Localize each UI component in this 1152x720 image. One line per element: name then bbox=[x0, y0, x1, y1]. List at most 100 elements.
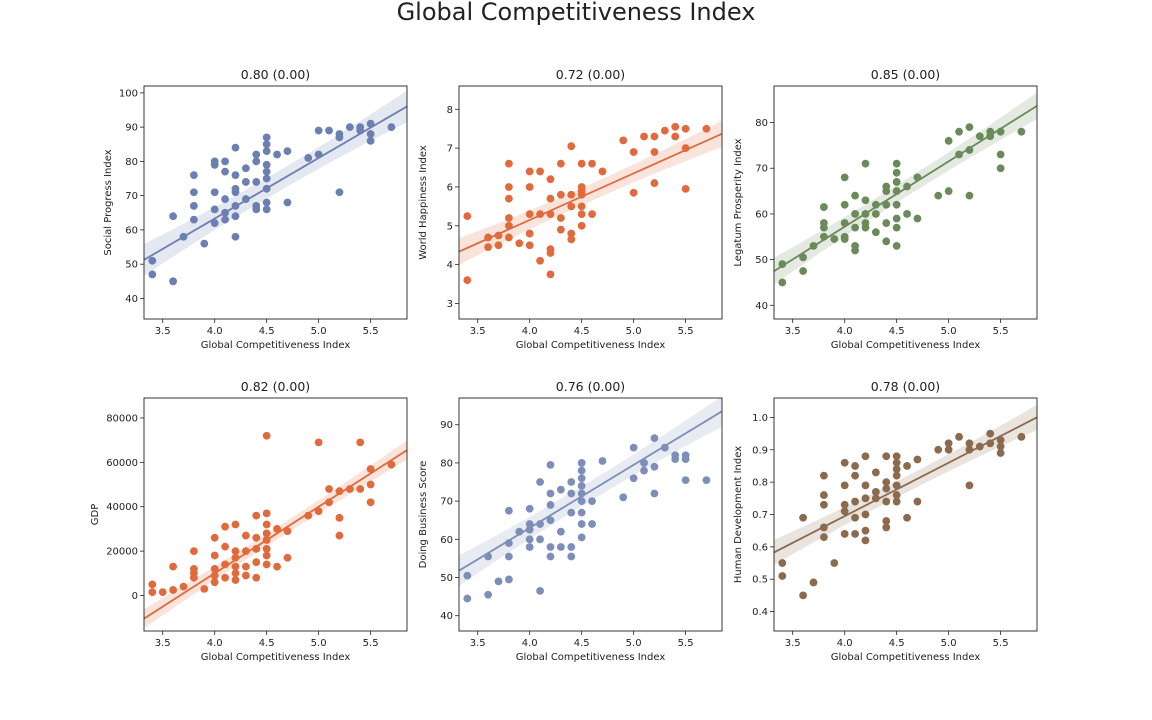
data-point bbox=[851, 471, 859, 480]
data-point bbox=[851, 497, 859, 506]
data-point bbox=[892, 452, 901, 461]
data-point bbox=[345, 123, 354, 132]
data-point bbox=[671, 455, 680, 464]
data-point bbox=[903, 210, 911, 218]
data-point bbox=[536, 478, 544, 486]
y-axis-label: GDP bbox=[90, 504, 101, 525]
data-point bbox=[525, 535, 534, 544]
data-point bbox=[366, 465, 375, 473]
data-point bbox=[650, 489, 659, 498]
plot-area bbox=[774, 92, 1037, 287]
data-point bbox=[221, 542, 229, 551]
data-point bbox=[494, 231, 503, 240]
x-tick-label: 5.5 bbox=[678, 326, 694, 337]
data-point bbox=[840, 481, 849, 490]
data-point bbox=[241, 547, 250, 556]
data-point bbox=[304, 511, 313, 520]
confidence-band bbox=[459, 398, 722, 587]
data-point bbox=[996, 150, 1005, 159]
data-point bbox=[892, 223, 901, 232]
data-point bbox=[241, 164, 250, 173]
y-tick-label: 60000 bbox=[106, 458, 138, 469]
data-point bbox=[525, 525, 534, 534]
data-point bbox=[504, 552, 513, 561]
data-point bbox=[262, 133, 271, 142]
data-point bbox=[882, 452, 891, 461]
data-point bbox=[892, 200, 901, 209]
y-tick-label: 90 bbox=[440, 420, 453, 431]
data-point bbox=[650, 179, 659, 187]
data-point bbox=[504, 506, 513, 515]
data-point bbox=[840, 219, 849, 227]
y-tick-label: 70 bbox=[125, 191, 138, 202]
data-point bbox=[851, 246, 859, 255]
data-point bbox=[892, 481, 901, 490]
data-point bbox=[882, 219, 891, 227]
data-point bbox=[210, 188, 219, 197]
data-point bbox=[799, 267, 808, 275]
data-point bbox=[840, 507, 849, 516]
data-point bbox=[262, 536, 271, 544]
x-tick-label: 5.5 bbox=[993, 326, 1009, 337]
data-point bbox=[660, 443, 669, 452]
data-point bbox=[944, 445, 953, 454]
data-point bbox=[536, 535, 544, 544]
data-point bbox=[681, 455, 690, 464]
data-point bbox=[325, 498, 333, 507]
data-point bbox=[189, 215, 198, 224]
data-point bbox=[210, 571, 219, 580]
data-point bbox=[778, 260, 787, 269]
data-point bbox=[702, 476, 711, 485]
data-point bbox=[882, 478, 891, 487]
data-point bbox=[356, 438, 365, 447]
data-point bbox=[819, 232, 828, 241]
data-point bbox=[231, 562, 240, 571]
data-point bbox=[986, 439, 995, 448]
data-point bbox=[556, 214, 565, 222]
x-tick-label: 3.5 bbox=[785, 326, 801, 337]
data-point bbox=[366, 498, 375, 507]
x-axis-label: Global Competitiveness Index bbox=[516, 340, 666, 351]
data-point bbox=[913, 173, 922, 182]
x-tick-label: 4.5 bbox=[259, 638, 275, 649]
data-point bbox=[189, 573, 198, 582]
x-tick-label: 5.5 bbox=[993, 638, 1009, 649]
data-point bbox=[892, 214, 901, 223]
y-tick-label: 60 bbox=[125, 225, 138, 236]
y-axis-label: Human Development Index bbox=[733, 446, 744, 583]
x-tick-label: 3.5 bbox=[470, 638, 486, 649]
subplot-grid: 0.80 (0.00)3.5 4.0 4.5 5.0 5.540506070809010… bbox=[90, 67, 1038, 663]
data-point bbox=[283, 527, 292, 536]
data-point bbox=[892, 458, 901, 467]
data-point bbox=[567, 543, 576, 551]
data-point bbox=[262, 184, 271, 193]
y-tick-label: 20000 bbox=[106, 547, 138, 558]
data-point bbox=[577, 159, 586, 168]
data-point bbox=[851, 530, 859, 538]
x-tick-label: 5.0 bbox=[941, 638, 957, 649]
y-tick-label: 0.9 bbox=[752, 445, 768, 456]
data-point bbox=[262, 544, 271, 553]
data-point bbox=[221, 208, 229, 217]
data-point bbox=[577, 508, 586, 517]
data-point bbox=[819, 471, 828, 480]
data-point bbox=[273, 150, 281, 159]
data-point bbox=[871, 468, 880, 477]
data-point bbox=[148, 580, 157, 589]
data-point bbox=[577, 533, 586, 542]
data-point bbox=[504, 194, 513, 203]
data-point bbox=[314, 438, 323, 447]
data-point bbox=[463, 594, 472, 603]
data-point bbox=[262, 509, 271, 518]
data-point bbox=[169, 562, 178, 571]
data-point bbox=[314, 150, 323, 159]
data-point bbox=[882, 484, 891, 493]
y-tick-label: 0.6 bbox=[752, 542, 768, 553]
data-point bbox=[681, 476, 690, 485]
data-point bbox=[660, 126, 669, 135]
data-point bbox=[484, 233, 493, 242]
data-point bbox=[986, 132, 995, 141]
axes-frame bbox=[143, 85, 408, 320]
data-point bbox=[965, 439, 974, 448]
data-point bbox=[525, 241, 534, 250]
